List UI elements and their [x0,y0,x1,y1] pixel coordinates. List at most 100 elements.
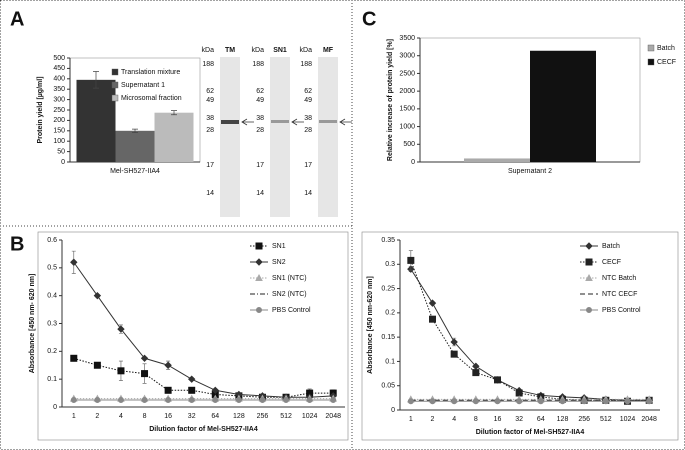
y-tick-label: 250 [53,107,65,114]
y-tick-label: 0 [61,159,65,166]
y-tick-label: 0.25 [381,285,395,292]
marker [165,397,172,404]
marker [450,350,458,358]
marker-label: 62 [304,88,312,95]
marker [256,307,262,313]
y-tick-label: 500 [53,55,65,62]
marker [141,397,148,404]
marker-label: 62 [206,88,214,95]
marker [70,258,78,266]
marker [537,398,544,405]
legend-label: SN2 [272,259,286,266]
legend-label: SN2 (NTC) [272,291,307,298]
x-tick-label: 512 [600,416,612,423]
y-tick-label: 0.2 [47,348,57,355]
bar [115,130,155,162]
legend-label: PBS Control [602,307,641,314]
gel-band [221,120,239,124]
marker-label: 188 [300,61,312,68]
marker [70,354,78,362]
marker [585,258,593,266]
marker [472,369,480,377]
marker [585,273,593,281]
y-tick-label: 0.35 [381,237,395,244]
x-tick-label: 1 [409,416,413,423]
marker [255,258,263,266]
marker [211,386,219,395]
marker [494,376,501,384]
marker [451,398,458,405]
y-tick-label: 1000 [399,123,415,130]
lane-label: MF [323,47,334,54]
marker-label: 188 [252,61,264,68]
y-tick-label: 0 [391,407,395,414]
legend-label: CECF [602,259,621,266]
legend-label: SN1 (NTC) [272,275,307,282]
y-tick-label: 200 [53,117,65,124]
legend-label: Batch [657,45,675,52]
marker [429,315,436,323]
x-tick-label: 256 [257,413,269,420]
x-tick-label: 16 [164,413,172,420]
marker [515,389,523,397]
marker-label: 49 [304,97,312,104]
bar [530,50,596,162]
gel-band [319,120,337,123]
y-tick-label: 0.6 [47,237,57,244]
legend-label: Microsomal fraction [121,95,182,102]
marker [646,398,653,405]
error-bar [93,71,99,89]
series-line [73,357,334,398]
marker-label: 28 [304,127,312,134]
legend-label: NTC CECF [602,291,637,298]
marker [624,398,631,405]
marker-label: 188 [202,61,214,68]
y-tick-label: 0.1 [47,376,57,383]
marker [255,242,263,250]
marker [117,397,124,404]
x-tick-label: 64 [211,413,219,420]
panel-letter: B [10,233,24,255]
y-tick-label: 2000 [399,88,415,95]
x-tick-label: 1024 [620,416,636,423]
y-tick-label: 0.1 [385,358,395,365]
marker [450,338,458,346]
marker [306,397,313,404]
x-tick-label: 32 [515,416,523,423]
chart-frame [37,231,349,441]
gel-lane [220,57,240,217]
legend-swatch [111,94,119,102]
x-tick-label: 4 [119,413,123,420]
marker [585,242,593,250]
legend-label: SN1 [272,243,286,250]
arrow [241,118,254,126]
marker [235,397,242,404]
marker [428,299,437,307]
marker-label: 62 [256,88,264,95]
y-tick-label: 3500 [399,35,415,42]
x-axis-label: Dilution factor of Mel-SH527-IIA4 [476,429,585,436]
legend-swatch [647,58,655,66]
gel-lane [270,57,290,217]
marker-label: 17 [206,162,214,169]
y-tick-label: 3000 [399,53,415,60]
x-tick-label: 2048 [641,416,657,423]
legend-swatch [647,44,655,52]
arrow [339,118,352,126]
marker [141,370,149,378]
marker [93,361,101,369]
marker-label: 38 [304,115,312,122]
marker [330,397,337,404]
x-tick-label: 16 [494,416,502,423]
legend-label: NTC Batch [602,275,636,282]
marker [117,367,125,375]
gel-band [271,120,289,123]
y-tick-label: 0 [53,404,57,411]
marker [586,307,592,313]
panel-letter: A [10,8,24,30]
x-tick-label: 2 [95,413,99,420]
x-tick-label: 1024 [302,413,318,420]
x-tick-label: 128 [557,416,569,423]
